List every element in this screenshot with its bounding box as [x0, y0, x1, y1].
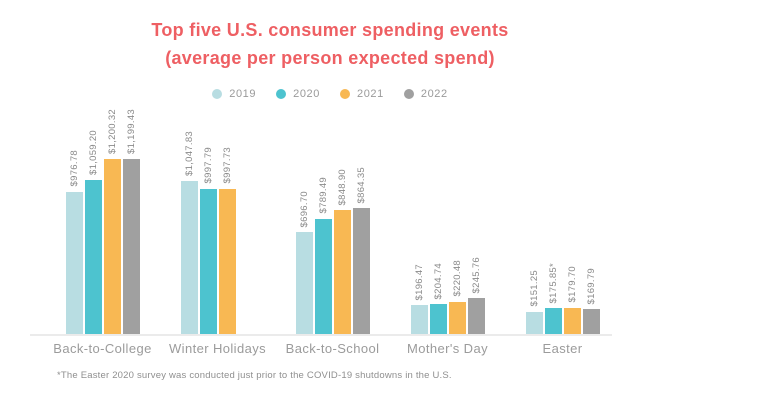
bar-cell-2020-winter-holidays: $997.79: [199, 147, 217, 334]
category-label-easter: Easter: [542, 341, 583, 356]
bar-2022-back-to-school: [352, 208, 370, 334]
bar-cell-2021-back-to-school: $848.90: [333, 168, 351, 334]
bar-2022-mother-s-day: [467, 298, 485, 334]
legend: 2019 2020 2021 2022: [0, 88, 660, 100]
bar-cell-2022-mother-s-day: $245.76: [467, 256, 485, 334]
bar-value-label-2019-winter-holidays: $1,047.83: [183, 131, 195, 177]
bar-2020-back-to-college: [84, 179, 102, 334]
bar-value-label-2021-easter: $179.70: [566, 266, 578, 303]
legend-item-2019: 2019: [212, 88, 256, 100]
bar-cell-2021-mother-s-day: $220.48: [448, 260, 466, 334]
x-axis-line: [30, 334, 612, 336]
bar-value-label-2020-easter: $175.85*: [547, 262, 559, 304]
bar-cell-2022-back-to-college: $1,199.43: [122, 109, 140, 334]
bar-group-winter-holidays: $1,047.83 $997.79 $997.73: [160, 109, 275, 334]
category-label-back-to-college: Back-to-College: [53, 341, 152, 356]
bar-2019-back-to-college: [65, 191, 83, 334]
bar-value-label-2020-back-to-school: $789.49: [317, 177, 329, 214]
bar-2022-easter: [582, 309, 600, 334]
legend-label-2020: 2020: [293, 88, 320, 100]
legend-item-2020: 2020: [276, 88, 320, 100]
bar-value-label-2021-mother-s-day: $220.48: [451, 260, 463, 297]
legend-dot-2021: [340, 89, 350, 99]
bar-2020-easter: [544, 308, 562, 334]
bar-2022-back-to-college: [122, 159, 140, 334]
bar-cell-2020-back-to-college: $1,059.20: [84, 129, 102, 334]
chart-title-line1: Top five U.S. consumer spending events: [151, 20, 509, 40]
bar-cell-2022-easter: $169.79: [582, 267, 600, 334]
legend-item-2021: 2021: [340, 88, 384, 100]
chart-title: Top five U.S. consumer spending events (…: [0, 16, 660, 72]
bar-cell-2019-winter-holidays: $1,047.83: [180, 131, 198, 334]
bar-2021-winter-holidays: [218, 188, 236, 334]
bar-group-back-to-college: $976.78 $1,059.20 $1,200.32 $1,199.43: [45, 109, 160, 334]
bar-value-label-2021-back-to-school: $848.90: [336, 168, 348, 206]
bar-cell-2019-easter: $151.25: [525, 270, 543, 334]
bar-2019-easter: [525, 311, 543, 334]
bar-2020-back-to-school: [314, 218, 332, 334]
legend-label-2022: 2022: [420, 88, 448, 100]
legend-item-2022: 2022: [403, 88, 448, 100]
bar-group-back-to-school: $696.70 $789.49 $848.90 $864.35: [275, 109, 390, 334]
bar-cell-2021-winter-holidays: $997.73: [218, 147, 236, 334]
bar-cell-2020-easter: $175.85*: [544, 262, 562, 334]
bar-2019-mother-s-day: [410, 305, 428, 334]
bar-2019-back-to-school: [295, 232, 313, 334]
bar-2020-mother-s-day: [429, 304, 447, 334]
bar-2021-back-to-college: [103, 159, 121, 334]
category-labels: Back-to-College Winter Holidays Back-to-Sc…: [45, 341, 620, 356]
bar-cell-2019-mother-s-day: $196.47: [410, 263, 428, 334]
chart-title-line2: (average per person expected spend): [165, 48, 495, 68]
bar-value-label-2019-mother-s-day: $196.47: [413, 263, 425, 301]
bar-value-label-2022-easter: $169.79: [585, 267, 597, 305]
bar-value-label-2022-back-to-college: $1,199.43: [125, 109, 137, 155]
bar-value-label-2020-winter-holidays: $997.79: [202, 147, 214, 184]
bar-cell-2019-back-to-school: $696.70: [295, 190, 313, 334]
category-label-back-to-school: Back-to-School: [285, 341, 380, 356]
bar-value-label-2019-back-to-school: $696.70: [298, 190, 310, 228]
bar-cell-2021-back-to-college: $1,200.32: [103, 109, 121, 334]
bar-cell-2022-back-to-school: $864.35: [352, 166, 370, 334]
bar-value-label-2021-back-to-college: $1,200.32: [106, 109, 118, 154]
bar-cell-2021-easter: $179.70: [563, 266, 581, 334]
bar-value-label-2020-mother-s-day: $204.74: [432, 262, 444, 300]
bar-cell-2020-back-to-school: $789.49: [314, 177, 332, 334]
legend-label-2019: 2019: [229, 88, 257, 100]
bar-2019-winter-holidays: [180, 181, 198, 334]
category-label-winter-holidays: Winter Holidays: [168, 341, 267, 356]
plot-groups: $976.78 $1,059.20 $1,200.32 $1,199.43 $1,047…: [45, 109, 620, 334]
bar-group-mother-s-day: $196.47 $204.74 $220.48 $245.76: [390, 109, 505, 334]
bar-value-label-2019-easter: $151.25: [528, 270, 540, 307]
bar-2020-winter-holidays: [199, 188, 217, 334]
legend-dot-2019: [212, 89, 223, 99]
bar-cell-2020-mother-s-day: $204.74: [429, 262, 447, 334]
legend-label-2021: 2021: [357, 88, 384, 100]
bar-2021-back-to-school: [333, 210, 351, 334]
bar-value-label-2022-back-to-school: $864.35: [355, 166, 367, 203]
bar-2021-mother-s-day: [448, 301, 466, 334]
legend-dot-2022: [403, 89, 414, 99]
bar-group-easter: $151.25 $175.85* $179.70 $169.79: [505, 109, 620, 334]
legend-dot-2020: [276, 89, 287, 99]
bar-value-label-2019-back-to-college: $976.78: [68, 150, 80, 187]
bar-value-label-2021-winter-holidays: $997.73: [221, 147, 233, 184]
bar-2021-easter: [563, 307, 581, 334]
footnote: *The Easter 2020 survey was conducted ju…: [57, 370, 452, 381]
bar-value-label-2022-mother-s-day: $245.76: [470, 256, 482, 294]
category-label-mother-s-day: Mother's Day: [407, 341, 488, 356]
bar-cell-2019-back-to-college: $976.78: [65, 150, 83, 334]
bar-value-label-2020-back-to-college: $1,059.20: [87, 129, 99, 175]
